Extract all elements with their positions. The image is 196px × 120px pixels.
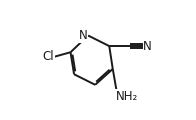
Text: NH₂: NH₂ xyxy=(115,90,138,103)
Text: N: N xyxy=(79,29,87,42)
Text: N: N xyxy=(143,40,152,53)
Text: Cl: Cl xyxy=(43,50,54,63)
